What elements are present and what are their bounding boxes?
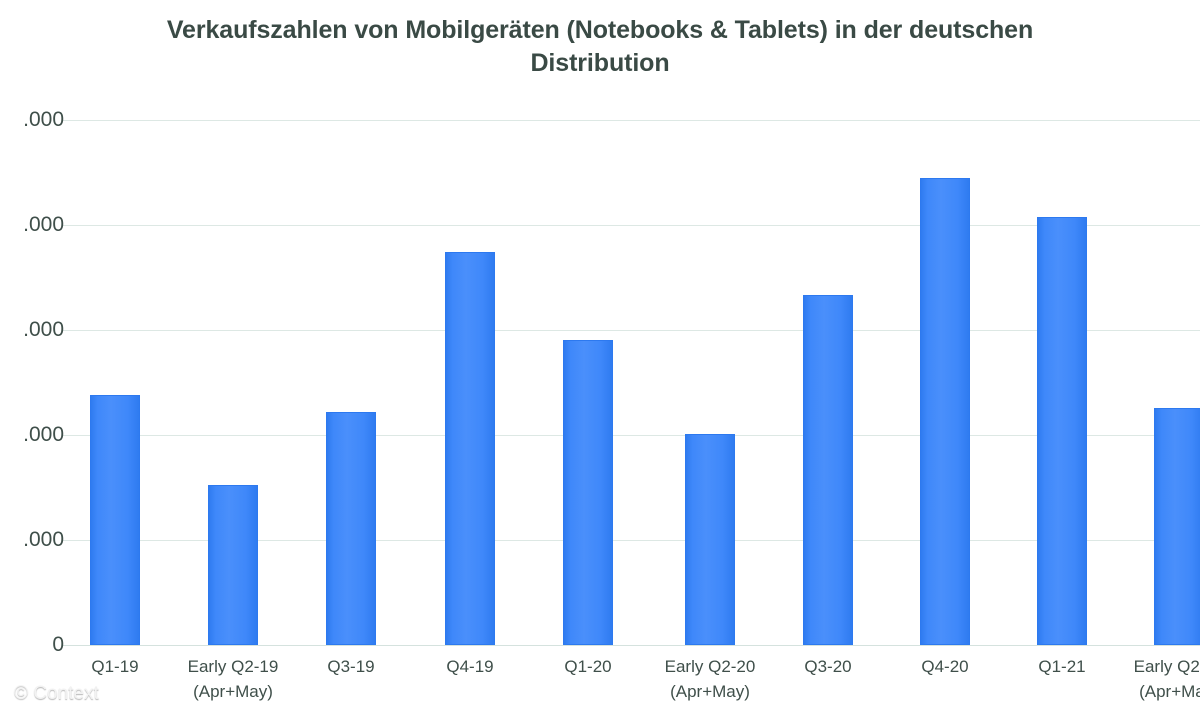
chart-title-line-2: Distribution [530,49,670,77]
x-axis-label-early-q2-19: Early Q2-19 (Apr+May) [187,657,279,701]
y-axis-label-400000: .000 [23,213,64,236]
gridline-zero [62,645,1200,646]
x-axis-label-q4-20: Q4-20 [921,657,969,676]
bar-early-q2-19[interactable] [208,485,258,645]
bar-q1-19[interactable] [90,395,140,645]
x-axis-label-q4-19: Q4-19 [446,657,494,676]
bar-early-q2-21[interactable] [1154,408,1200,645]
bar-q1-21[interactable] [1037,217,1087,645]
chart-title-line-1: Verkaufszahlen von Mobilgeräten (Noteboo… [166,16,1034,44]
y-axis-label-200000: .000 [23,423,64,446]
bar-q3-20[interactable] [803,295,853,645]
gridline-200000 [62,435,1200,436]
y-axis-label-0: 0 [52,633,64,656]
gridline-100000 [62,540,1200,541]
bar-q4-20[interactable] [920,178,970,645]
bar-q1-20[interactable] [563,340,613,645]
gridline-400000 [62,225,1200,226]
y-axis-label-300000: .000 [23,318,64,341]
gridline-500000 [62,120,1200,121]
bar-q4-19[interactable] [445,252,495,645]
x-axis-label-q1-19: Q1-19 [91,657,139,676]
x-axis-label-q3-20: Q3-20 [804,657,852,676]
y-axis-label-100000: .000 [23,528,64,551]
x-axis-label-q1-20: Q1-20 [564,657,612,676]
x-axis-label-q1-21: Q1-21 [1038,657,1086,676]
bar-early-q2-20[interactable] [685,434,735,645]
bar-q3-19[interactable] [326,412,376,645]
y-axis-label-500000: .000 [23,108,64,131]
chart-title: Verkaufszahlen von Mobilgeräten (Noteboo… [80,14,1120,80]
x-axis-label-early-q2-20: Early Q2-20 (Apr+May) [664,657,756,701]
x-axis-label-q3-19: Q3-19 [327,657,375,676]
x-axis-label-early-q2-21: Early Q2-21 (Apr+May) [1133,657,1200,701]
gridline-300000 [62,330,1200,331]
